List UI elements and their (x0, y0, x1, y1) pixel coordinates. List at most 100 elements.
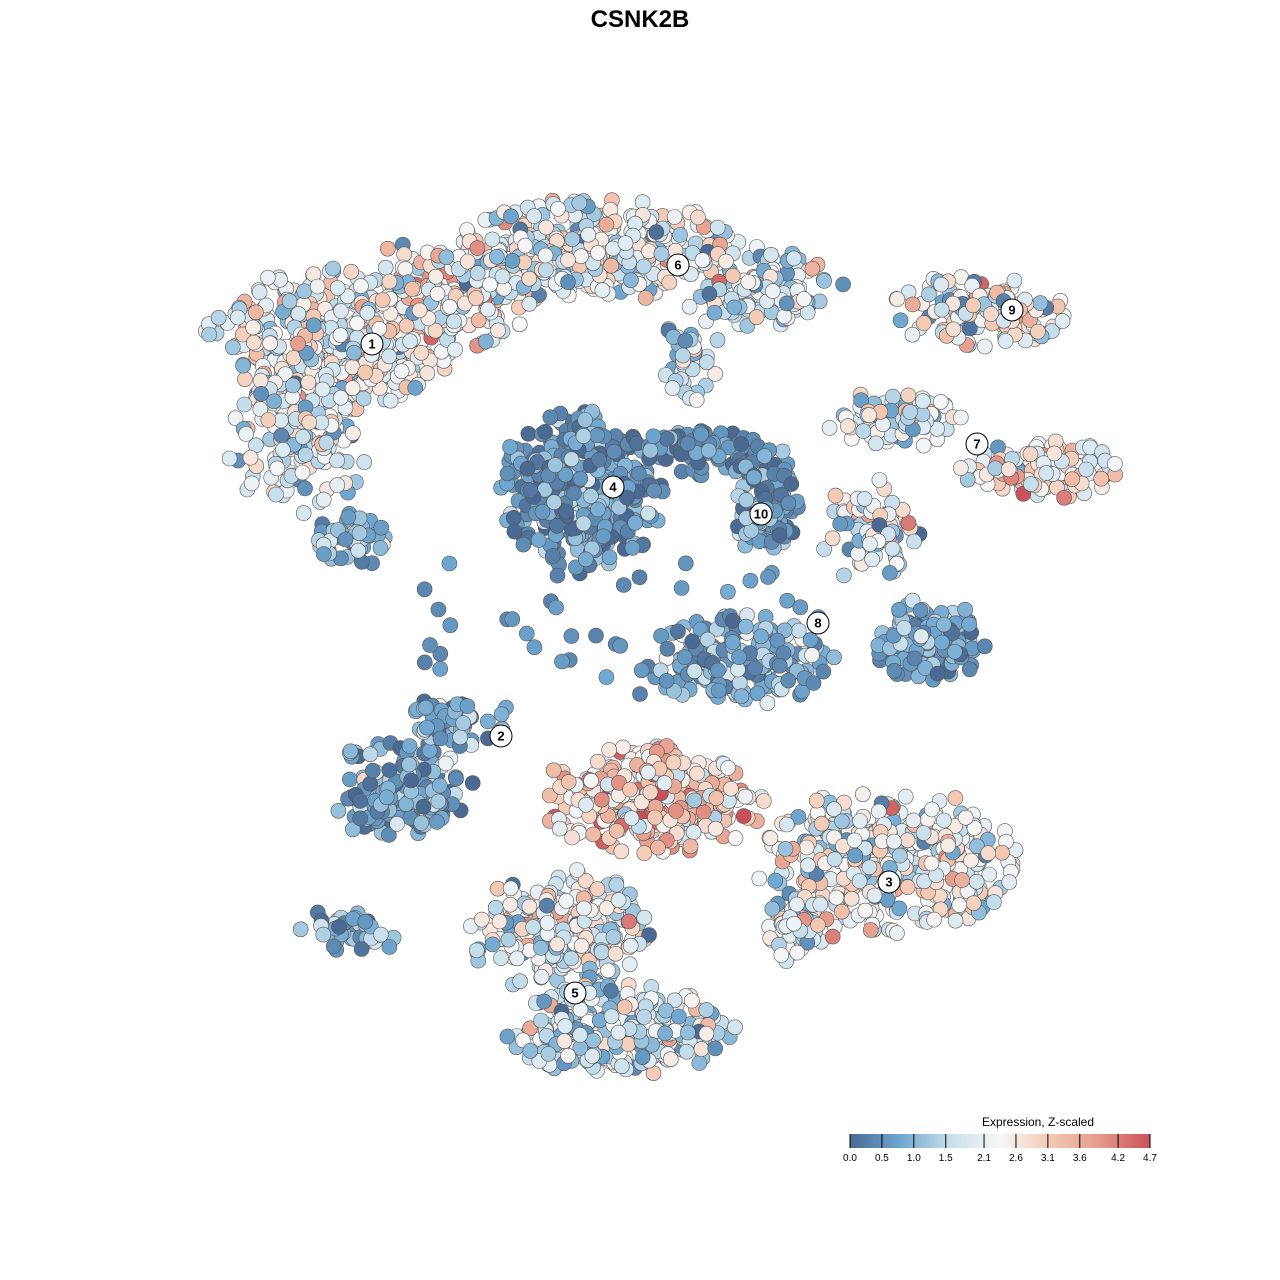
cell-point (437, 755, 454, 772)
cell-point (297, 446, 314, 463)
cell-point (926, 911, 942, 928)
chart-title: CSNK2B (591, 6, 690, 33)
cell-point (242, 449, 259, 466)
cell-point (447, 341, 463, 358)
cell-point (688, 392, 705, 408)
cell-point (470, 312, 487, 329)
cell-point (786, 915, 802, 932)
cell-point (777, 841, 794, 857)
cell-point (297, 480, 313, 497)
cell-point (824, 530, 841, 547)
cell-point (530, 532, 547, 548)
cell-point (672, 227, 688, 243)
cell-point (915, 825, 932, 841)
cluster-label-text: 3 (885, 875, 892, 890)
cell-point (683, 992, 700, 1009)
cell-point (720, 760, 736, 776)
cell-point (503, 208, 519, 225)
cell-point (422, 637, 438, 653)
cell-point (225, 339, 241, 356)
cell-point (227, 410, 244, 427)
cell-point (397, 261, 414, 277)
cell-point (889, 925, 905, 941)
cell-point (281, 293, 298, 309)
cell-point (591, 451, 607, 468)
cell-point (796, 291, 812, 307)
cell-point (549, 936, 566, 953)
cell-point (727, 1019, 743, 1036)
legend-tick-label: 4.7 (1143, 1153, 1157, 1164)
cell-point (252, 372, 269, 389)
cluster-label-text: 6 (674, 258, 681, 273)
cell-point (230, 309, 246, 326)
cell-point (534, 503, 551, 520)
cell-point (526, 208, 542, 224)
cell-point (290, 335, 306, 352)
cell-point (455, 715, 472, 731)
cell-point (631, 569, 648, 586)
cell-point (624, 540, 641, 556)
cell-point (201, 326, 217, 343)
cell-point (533, 968, 550, 985)
cell-point (427, 268, 444, 285)
cell-point (658, 672, 675, 689)
cell-point (468, 290, 484, 306)
cell-point (778, 816, 795, 833)
cell-point (710, 682, 727, 699)
cell-point (673, 580, 690, 596)
cell-point (396, 246, 412, 263)
cell-point (517, 237, 534, 254)
cluster-label-text: 9 (1008, 303, 1015, 318)
cell-point (899, 879, 916, 895)
cell-point (564, 829, 580, 846)
cell-point (314, 381, 331, 398)
cell-point (1022, 446, 1039, 462)
cell-point (735, 808, 752, 824)
cell-point (563, 451, 580, 468)
cell-point (642, 442, 659, 459)
cell-point (622, 937, 639, 954)
cell-point (605, 929, 622, 945)
cell-point (538, 262, 554, 278)
cell-point (666, 209, 683, 225)
cluster-label-text: 1 (368, 337, 375, 352)
cell-point (724, 634, 741, 650)
cell-point (548, 599, 564, 616)
legend-tick-label: 3.1 (1041, 1153, 1055, 1164)
cell-point (430, 601, 447, 618)
cell-point (557, 1018, 573, 1034)
cell-point (612, 637, 629, 654)
cell-point (569, 862, 585, 878)
cluster-label-text: 10 (754, 507, 768, 522)
cell-point (762, 830, 779, 847)
cell-point (929, 665, 946, 682)
cell-point (301, 414, 318, 431)
cell-point (632, 686, 648, 702)
cell-point (764, 900, 781, 917)
cell-point (353, 941, 370, 957)
cell-point (432, 661, 449, 677)
cell-point (836, 567, 852, 584)
cell-point (448, 770, 464, 787)
cell-point (856, 490, 873, 507)
cell-point (295, 505, 312, 521)
cell-point (740, 274, 757, 290)
cell-point (332, 389, 349, 406)
cell-point (1064, 471, 1080, 488)
cell-point (835, 276, 851, 293)
cell-point (790, 622, 807, 639)
cell-point (656, 775, 673, 791)
cell-point (709, 332, 726, 348)
cell-point (885, 388, 901, 405)
cell-point (537, 247, 554, 264)
cell-point (986, 894, 1002, 910)
cell-point (389, 816, 405, 832)
cell-point (403, 772, 419, 789)
cell-point (670, 1008, 687, 1025)
cell-point (905, 812, 922, 829)
cell-point (504, 611, 521, 627)
cell-point (1032, 295, 1049, 311)
cell-point (490, 322, 506, 339)
cell-point (610, 892, 627, 908)
